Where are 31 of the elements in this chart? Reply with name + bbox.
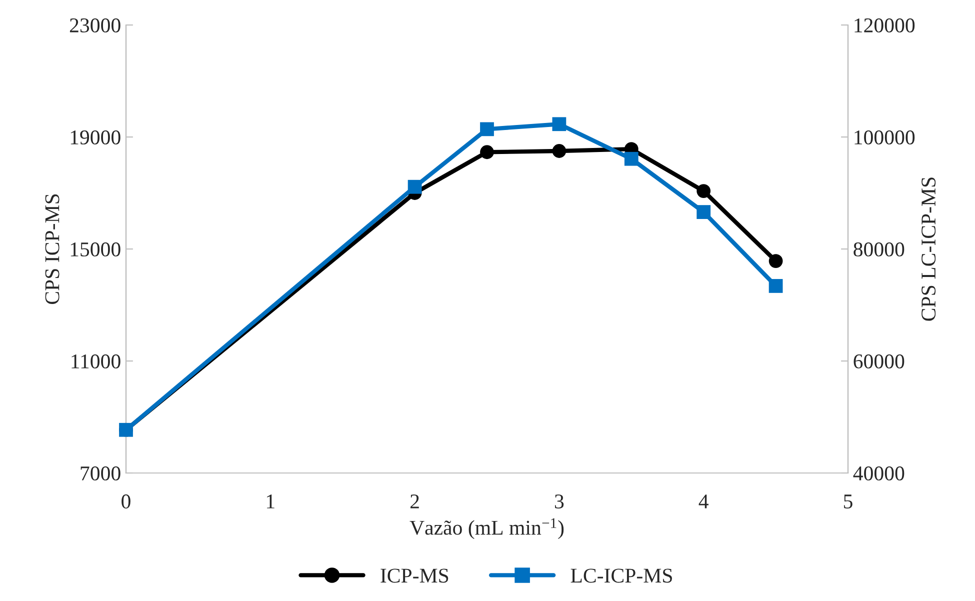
- point: [768, 279, 783, 293]
- point: [696, 184, 711, 198]
- y2-tick-label: 100000: [854, 130, 915, 144]
- point: [696, 205, 711, 219]
- x-tick-label: 3: [554, 494, 564, 508]
- legend-label: LC-ICP-MS: [570, 568, 672, 583]
- point: [480, 122, 494, 136]
- x-tick-label: 1: [267, 494, 274, 508]
- x-tick-label: 5: [844, 494, 852, 508]
- x-tick-label: 2: [410, 494, 419, 508]
- legend-label: ICP-MS: [380, 568, 448, 583]
- y-tick-label: 15000: [70, 242, 120, 256]
- y2-axis-title: CPS LC-ICP-MS: [922, 178, 936, 321]
- y-tick-label: 19000: [70, 130, 120, 144]
- point: [624, 152, 638, 166]
- y-tick-label: 11000: [72, 354, 120, 368]
- x-tick-label: 4: [698, 494, 708, 508]
- x-axis-title: Vazão (mL min$^{−1}$): [410, 518, 564, 540]
- point: [552, 117, 566, 132]
- y2-tick-label: 80000: [854, 242, 904, 256]
- y-axis-title: CPS ICP-MS: [45, 194, 60, 304]
- y2-tick-label: 40000: [853, 466, 904, 480]
- point: [768, 254, 783, 268]
- point: [480, 145, 494, 160]
- y-tick-label: 23000: [70, 18, 120, 32]
- y-tick-label: 7000: [80, 466, 120, 480]
- point: [408, 180, 422, 194]
- x-tick-label: 0: [122, 494, 130, 508]
- y2-tick-label: 60000: [854, 354, 904, 368]
- y2-tick-label: 120000: [854, 18, 915, 32]
- point: [552, 144, 566, 158]
